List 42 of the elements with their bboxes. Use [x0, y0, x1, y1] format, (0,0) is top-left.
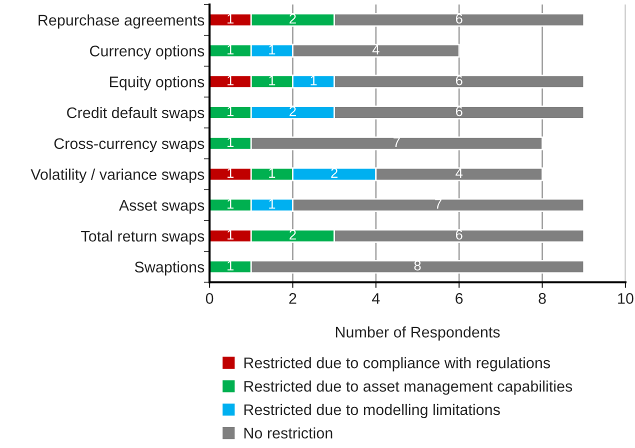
y-tick-label: Asset swaps [118, 200, 204, 214]
data-label: 8 [414, 260, 421, 271]
y-tick-label: Currency options [90, 45, 204, 60]
x-tick-label: 8 [538, 293, 546, 304]
y-tick-label: Total return swaps [81, 230, 204, 245]
data-label: 1 [228, 14, 234, 24]
data-label: 7 [394, 137, 400, 147]
data-label: 1 [228, 137, 234, 147]
y-tick-label: Credit default swaps [67, 106, 204, 122]
data-label: 6 [456, 14, 462, 24]
data-label: 1 [269, 44, 276, 54]
x-tick-label: 6 [456, 293, 463, 304]
data-label: 1 [269, 76, 276, 86]
data-label: 1 [269, 199, 276, 209]
x-tick-label: 2 [289, 293, 296, 304]
data-label: 2 [290, 14, 296, 24]
data-label: 4 [372, 44, 380, 54]
x-axis-title: Number of Respondents [336, 326, 500, 341]
data-label: 1 [310, 76, 317, 86]
data-label: 1 [228, 199, 234, 209]
y-tick-label: Swaptions [134, 261, 204, 276]
y-tick-label: Volatility / variance swaps [30, 168, 204, 183]
data-label: 1 [228, 260, 234, 270]
x-tick-label: 4 [372, 293, 380, 304]
data-label: 1 [228, 76, 234, 86]
data-label: 1 [228, 230, 234, 240]
legend-label: Restricted due to asset management capabilities [244, 380, 572, 395]
data-label: 1 [228, 106, 234, 116]
data-label: 2 [331, 168, 338, 178]
x-tick-label: 10 [618, 293, 634, 304]
data-label: 1 [228, 44, 234, 54]
x-tick-label: 0 [206, 293, 214, 304]
legend-label: No restriction [244, 427, 332, 439]
y-tick-label: Equity options [110, 76, 204, 90]
data-label: 6 [456, 76, 462, 86]
data-label: 1 [269, 168, 276, 178]
legend-label: Restricted due to modelling limitations [244, 404, 500, 418]
y-tick-label: Repurchase agreements [38, 14, 204, 29]
y-tick-label: Cross-currency swaps [54, 138, 204, 152]
data-label: 1 [228, 168, 234, 178]
data-label: 4 [456, 168, 463, 178]
legend-label: Restricted due to compliance with regulations [244, 357, 550, 372]
